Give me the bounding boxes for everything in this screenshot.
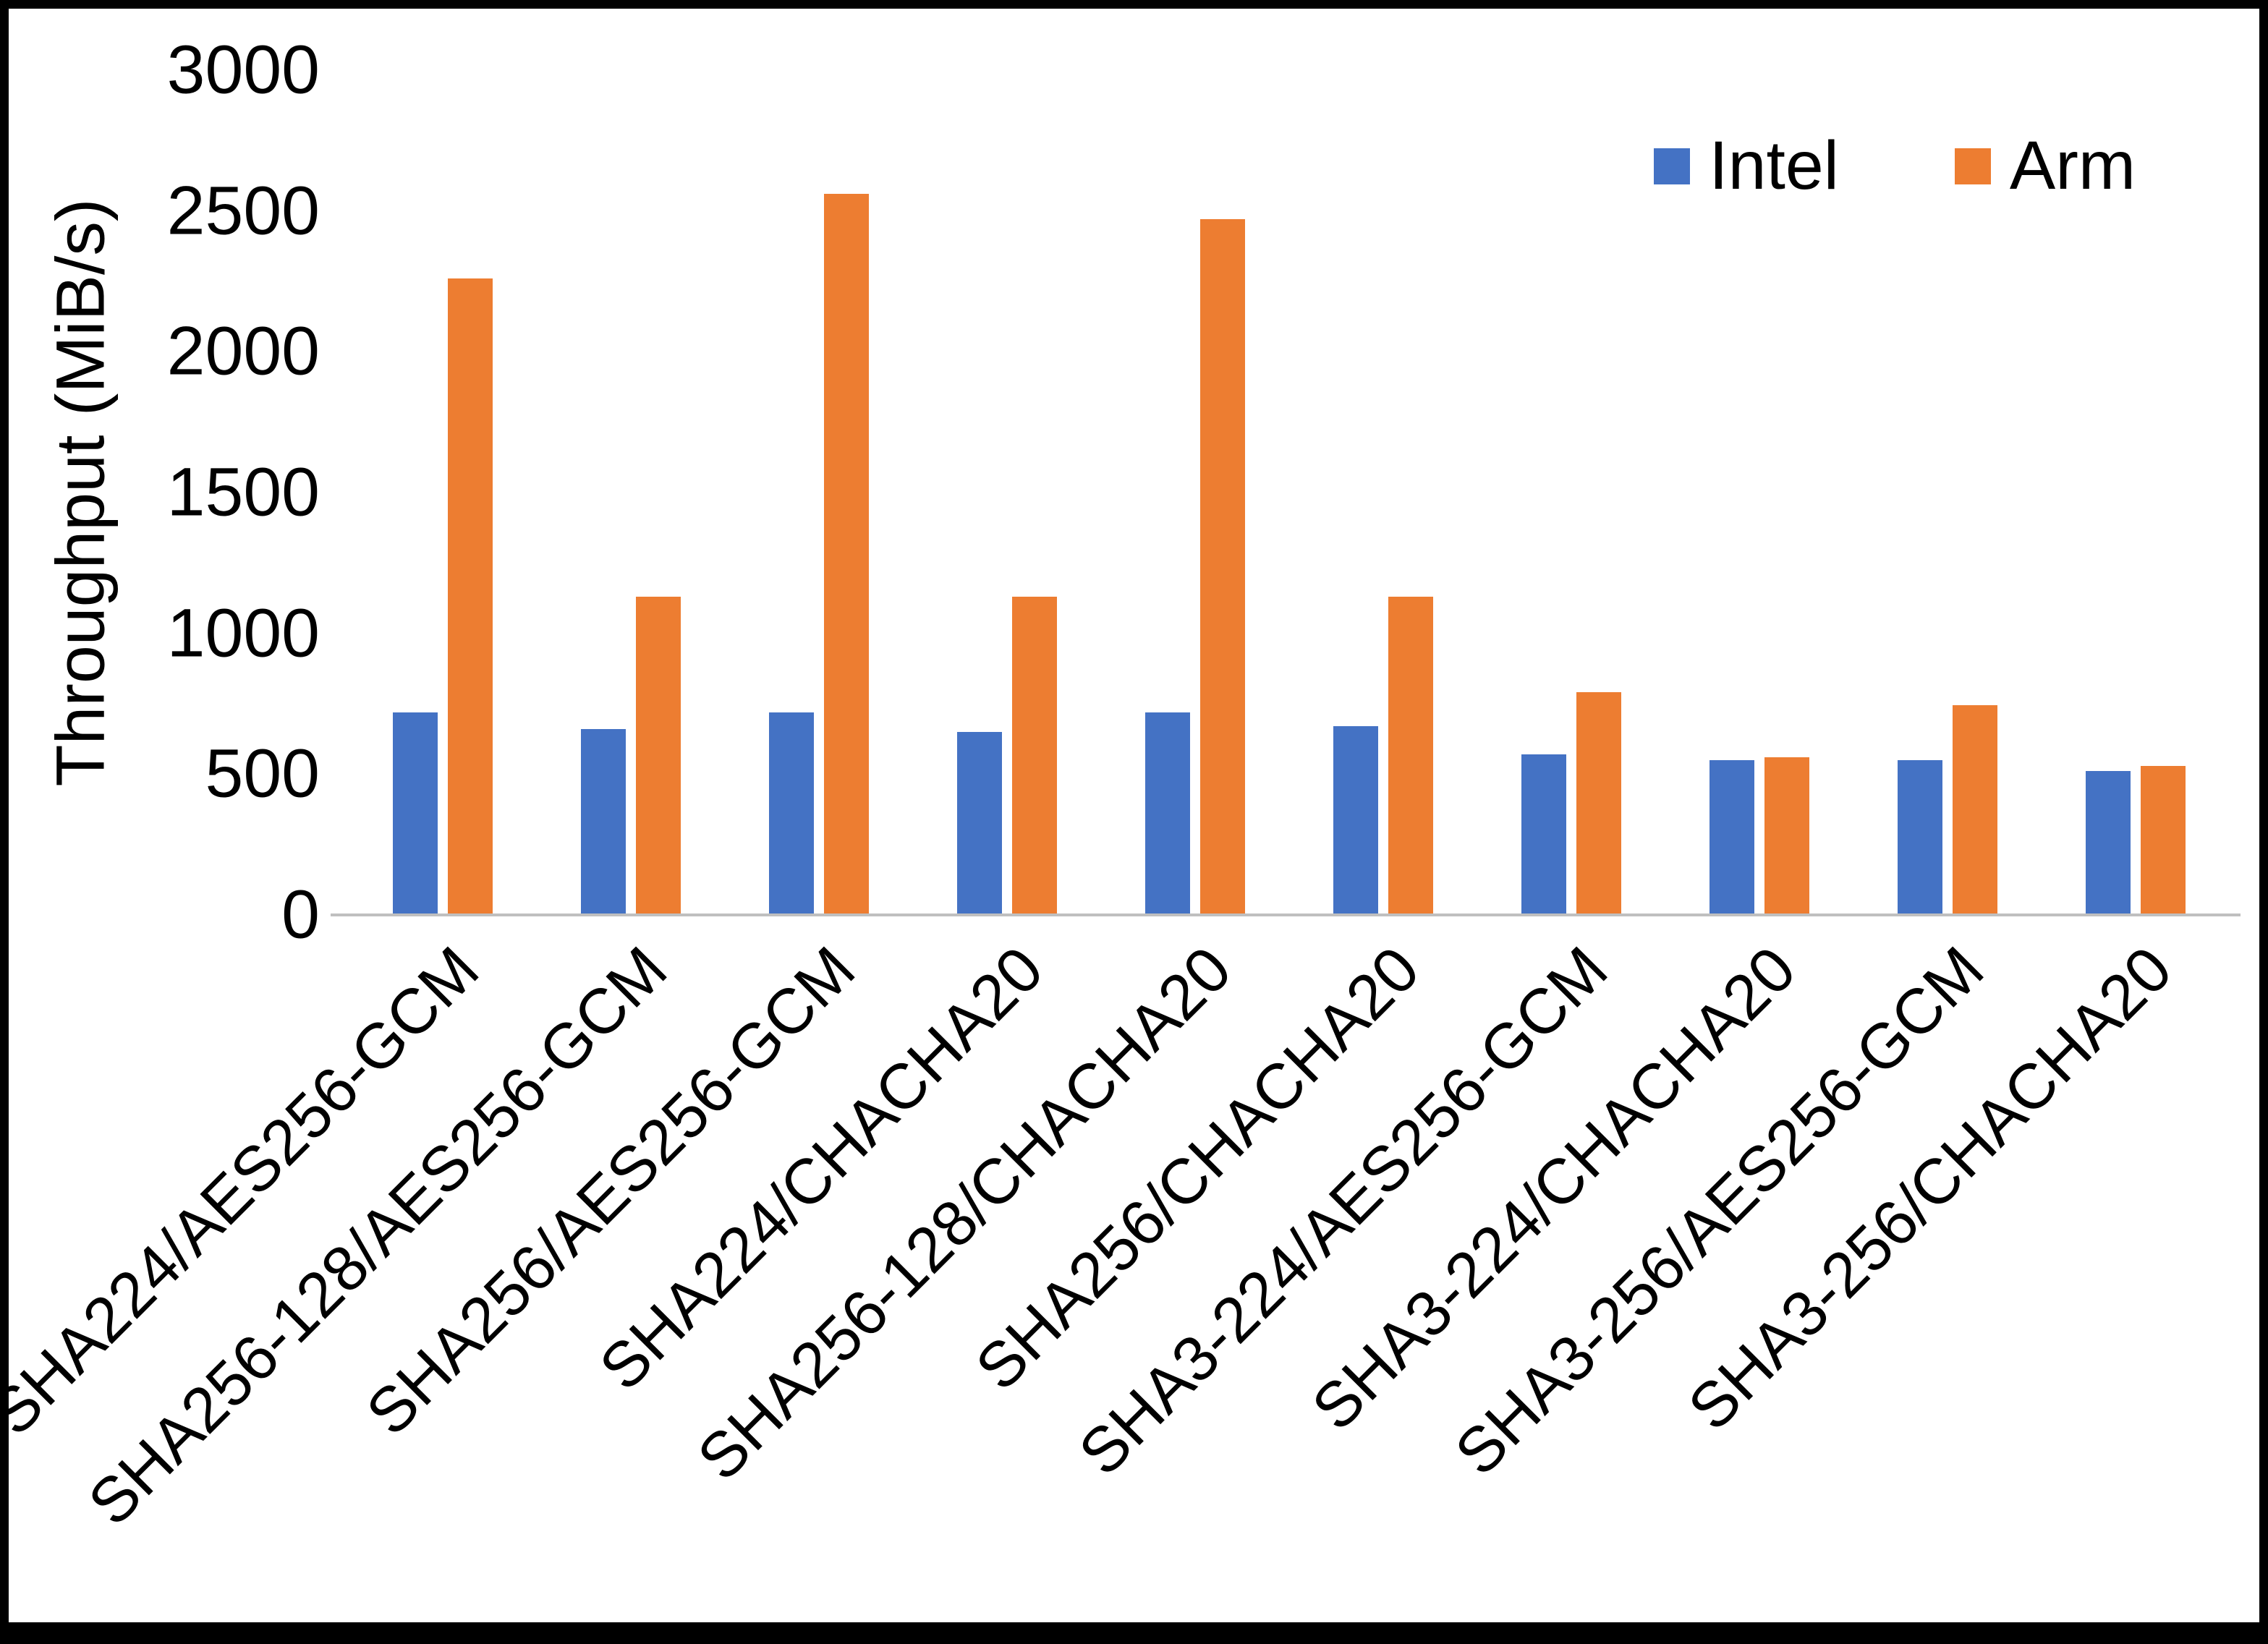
bar-group <box>1477 70 1665 915</box>
bar-intel <box>393 712 438 915</box>
bar-intel <box>581 729 626 915</box>
y-tick-label: 500 <box>205 735 320 812</box>
legend-swatch-arm <box>1954 148 1991 184</box>
bar-arm <box>1200 219 1245 915</box>
bar-arm <box>1576 692 1621 915</box>
bar-intel <box>1145 712 1190 915</box>
bar-group <box>537 70 725 915</box>
bar-group <box>1665 70 1853 915</box>
y-tick-label: 1500 <box>166 453 320 531</box>
bar-intel <box>1333 726 1378 915</box>
bar-arm <box>1388 597 1433 915</box>
bar-arm <box>824 194 869 915</box>
y-axis-title: Throughput (MiB/s) <box>42 198 119 787</box>
bar-arm <box>1012 597 1057 915</box>
bar-groups <box>349 70 2230 915</box>
bar-arm <box>2141 765 2186 915</box>
x-axis-line <box>331 913 2241 916</box>
bar-intel <box>1898 759 1942 915</box>
bar-intel <box>2086 771 2131 915</box>
legend: Intel Arm <box>1654 132 2136 200</box>
bar-arm <box>1764 757 1809 915</box>
legend-label: Intel <box>1709 127 1839 204</box>
x-axis-labels: SHA224/AES256-GCM SHA256-128/AES256-GCM SH… <box>0 915 2230 1609</box>
y-axis-ticks: 0 500 1000 1500 2000 2500 3000 <box>110 35 320 949</box>
bar-group <box>2042 70 2230 915</box>
bar-group <box>1289 70 1477 915</box>
y-tick-label: 1000 <box>166 595 320 672</box>
bar-intel <box>957 731 1002 915</box>
bar-group <box>725 70 913 915</box>
legend-swatch-intel <box>1654 148 1691 184</box>
bar-intel <box>1521 754 1566 915</box>
y-tick-label: 0 <box>281 876 320 953</box>
bar-intel <box>769 712 814 915</box>
bar-group <box>913 70 1101 915</box>
y-tick-label: 2500 <box>166 172 320 250</box>
bar-group <box>349 70 537 915</box>
bar-intel <box>1710 759 1754 915</box>
bar-arm <box>448 278 493 915</box>
legend-item-intel: Intel <box>1654 132 1839 200</box>
bar-group <box>1101 70 1289 915</box>
legend-label: Arm <box>2009 127 2136 204</box>
legend-item-arm: Arm <box>1954 127 2136 204</box>
y-tick-label: 3000 <box>166 31 320 108</box>
y-tick-label: 2000 <box>166 312 320 390</box>
bar-arm <box>636 597 681 915</box>
bar-group <box>1853 70 2042 915</box>
bar-arm <box>1953 704 1997 915</box>
plot-area: Intel Arm <box>331 70 2241 916</box>
